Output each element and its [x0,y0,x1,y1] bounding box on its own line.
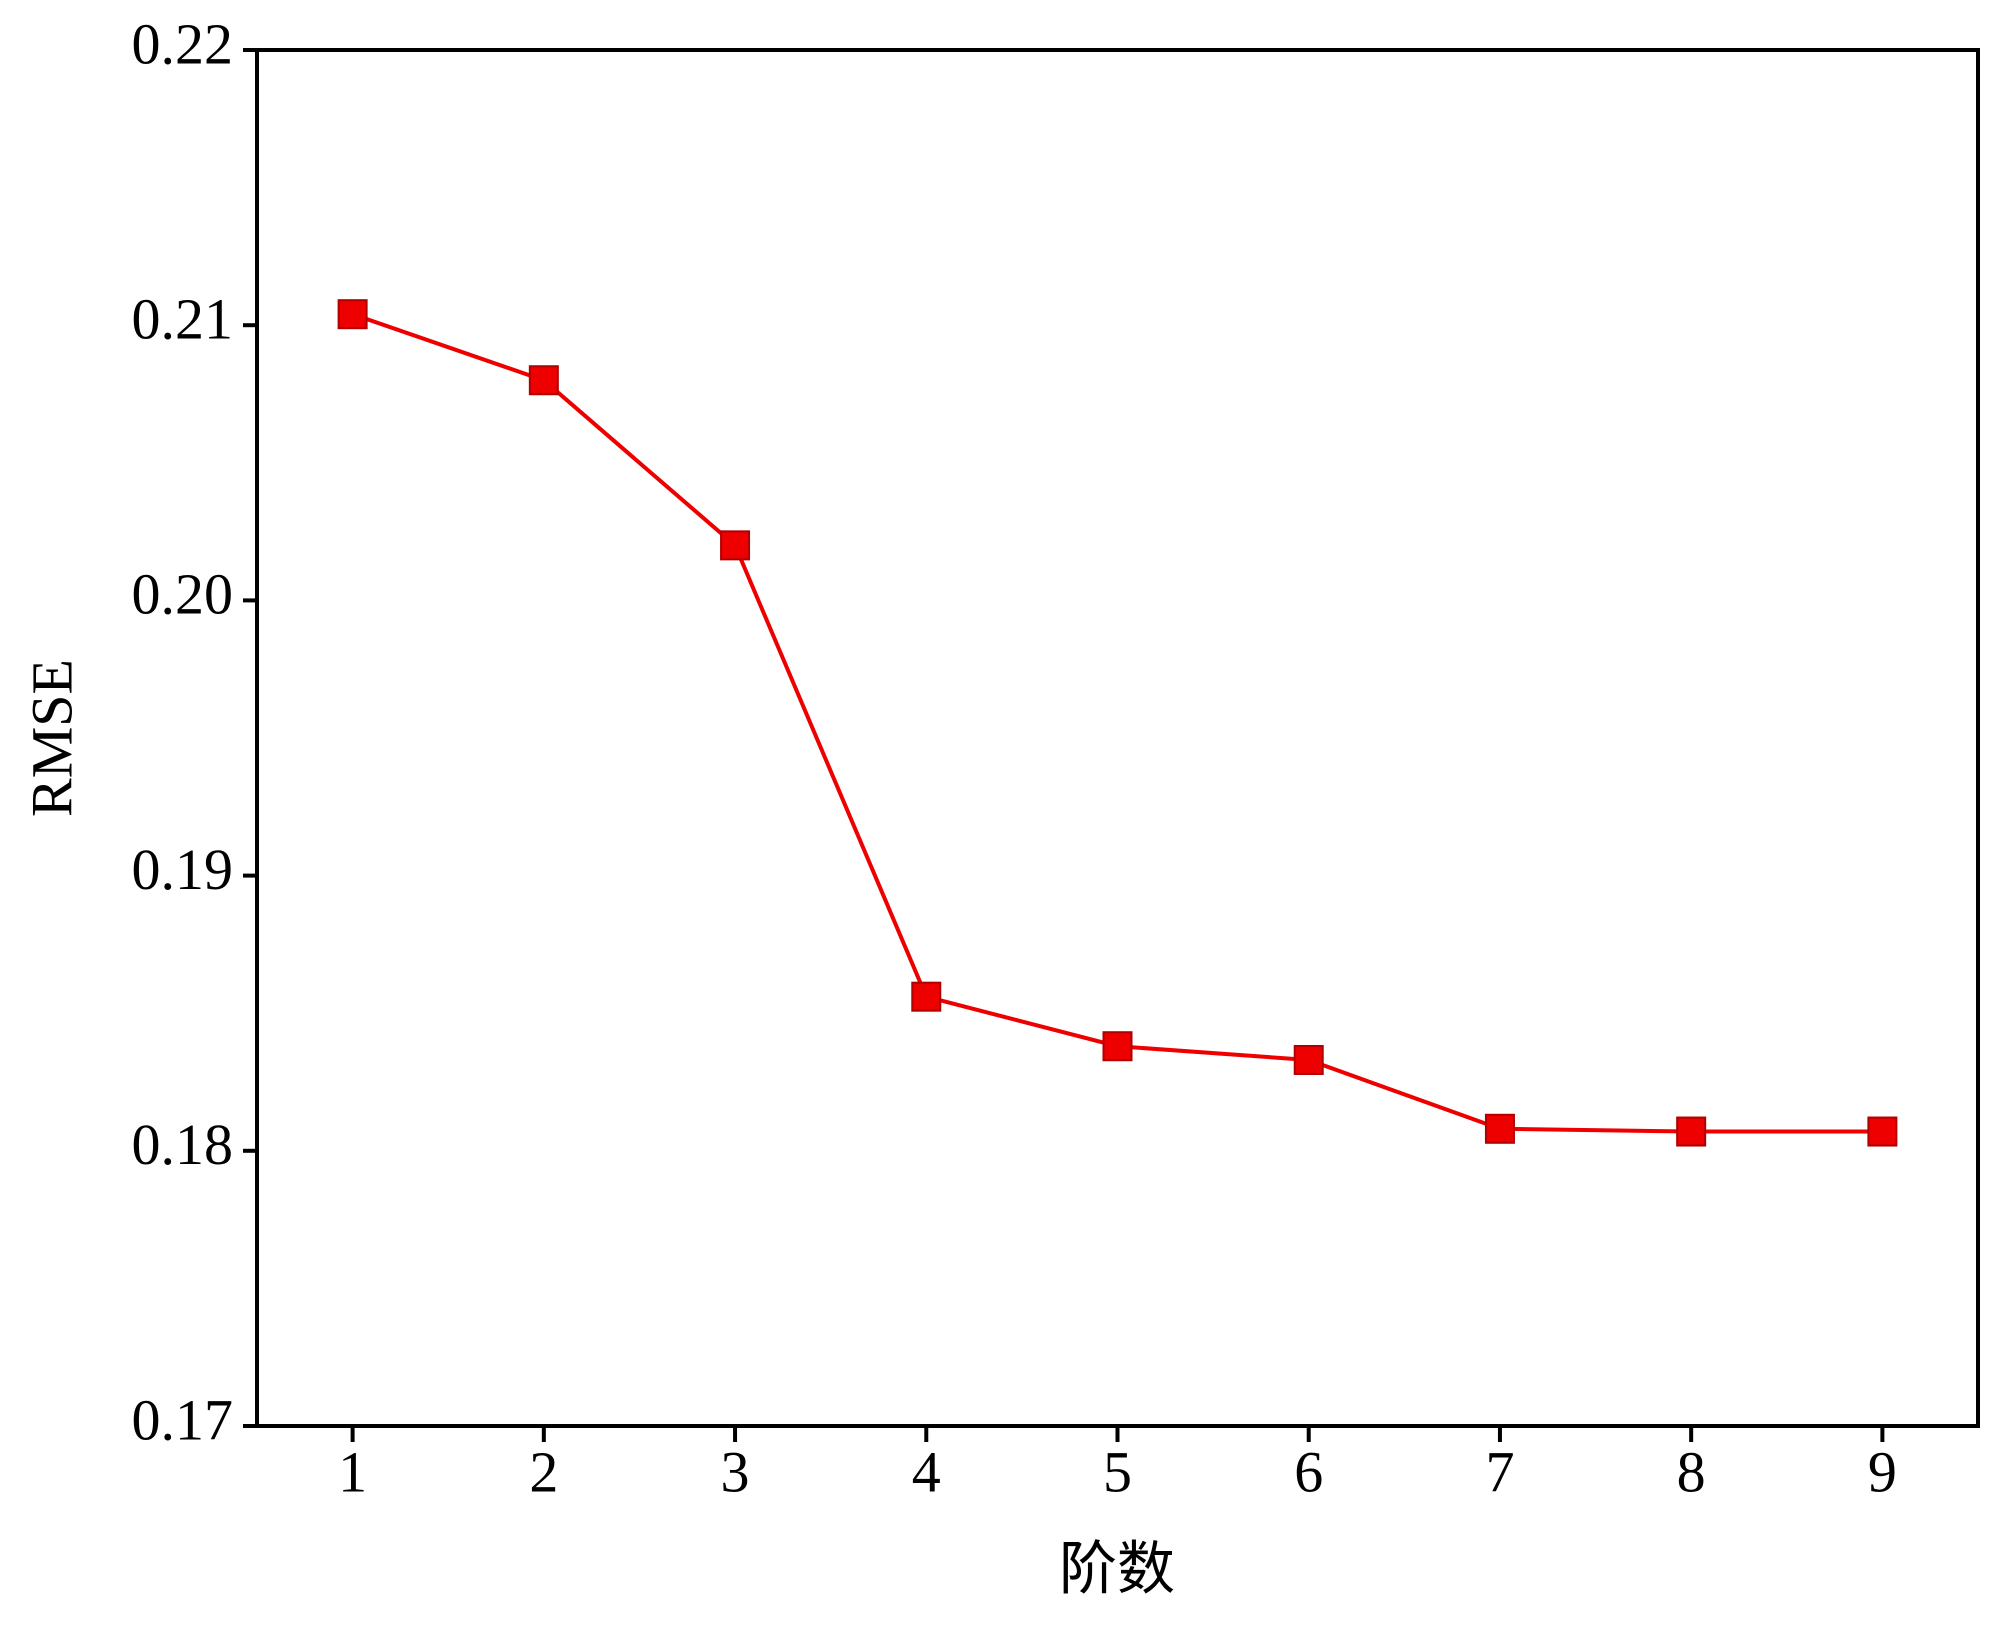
x-tick-label: 2 [529,1439,558,1504]
x-tick-label: 8 [1677,1439,1706,1504]
data-marker [1484,1113,1515,1144]
data-marker [911,981,942,1012]
x-tick-label: 7 [1485,1439,1514,1504]
y-tick-label: 0.22 [132,11,234,76]
y-tick-label: 0.17 [132,1387,234,1452]
y-tick-label: 0.21 [132,287,234,352]
data-marker [1293,1044,1324,1075]
x-tick-label: 4 [912,1439,941,1504]
data-marker [528,365,559,396]
x-tick-label: 1 [338,1439,367,1504]
x-tick-label: 6 [1294,1439,1323,1504]
y-tick-label: 0.18 [132,1112,234,1177]
plot-frame [255,48,1980,1428]
x-tick-label: 5 [1103,1439,1132,1504]
data-marker [337,299,368,330]
x-tick-label: 9 [1868,1439,1897,1504]
x-tick-label: 3 [721,1439,750,1504]
data-line [351,312,1883,1134]
data-marker [1102,1031,1133,1062]
y-tick-label: 0.19 [132,837,234,902]
x-axis-label: 阶数 [1059,1536,1175,1601]
y-tick-label: 0.20 [132,562,234,627]
y-axis-label: RMSE [19,659,84,817]
data-marker [720,530,751,561]
data-marker [1867,1116,1898,1147]
data-marker [1676,1116,1707,1147]
